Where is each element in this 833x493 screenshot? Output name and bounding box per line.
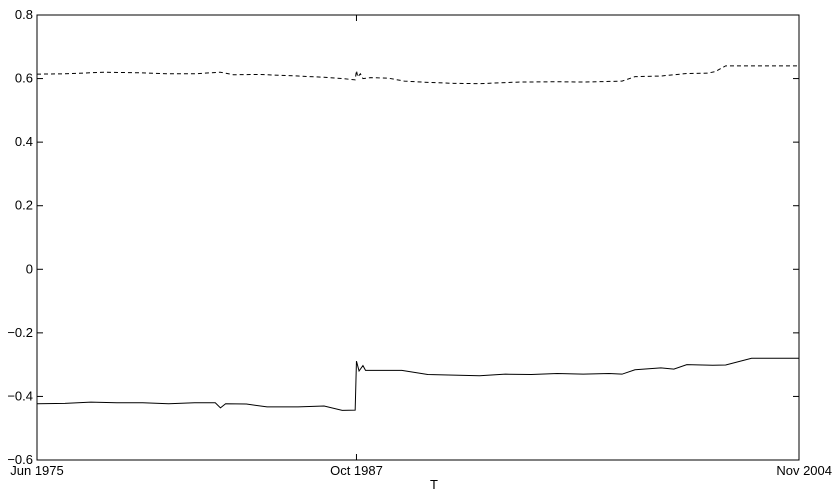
plot-area: [36, 14, 800, 461]
y-tick-label: 0.2: [15, 198, 33, 213]
x-axis-label: T: [430, 477, 438, 492]
y-tick-label: 0.6: [15, 71, 33, 86]
y-tick-label: −0.2: [7, 325, 33, 340]
dashed-series-line: [36, 65, 799, 85]
x-tick-label: Oct 1987: [330, 463, 383, 478]
y-tick-label: 0.8: [15, 7, 33, 22]
solid-series-line: [36, 357, 799, 411]
x-tick-label: Jun 1975: [10, 463, 64, 478]
x-tick-label: Nov 2004: [776, 463, 832, 478]
ticks-layer: −0.6 −0.4 −0.2 0 0.2 0.4 0.6 0.8 Jun 1975 Oct 198…: [7, 7, 832, 478]
y-tick-label: −0.4: [7, 388, 33, 403]
y-tick-label: 0: [26, 261, 33, 276]
series-layer: [36, 65, 799, 411]
y-tick-label: 0.4: [15, 134, 33, 149]
y-tick-label: −0.6: [7, 452, 33, 467]
